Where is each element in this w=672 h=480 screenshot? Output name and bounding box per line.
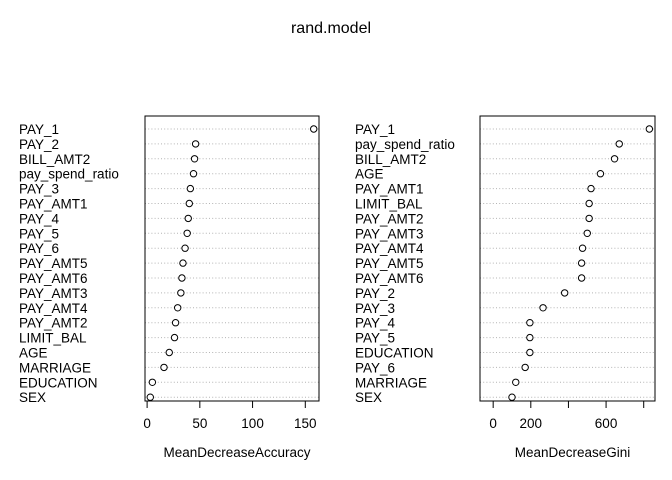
x-tick-label: 200 <box>520 416 543 431</box>
x-tick-label: 0 <box>143 416 151 431</box>
row-label: PAY_AMT1 <box>355 182 424 197</box>
data-point <box>587 184 595 193</box>
data-point <box>512 378 520 386</box>
data-point <box>165 348 173 357</box>
data-point <box>526 348 534 357</box>
data-point <box>184 214 192 223</box>
data-point <box>191 140 200 148</box>
data-point <box>181 244 189 252</box>
data-point <box>577 274 586 282</box>
row-label: PAY_AMT1 <box>19 197 88 212</box>
row-label: PAY_6 <box>355 360 395 375</box>
data-point <box>310 125 318 133</box>
data-point <box>189 170 198 178</box>
row-label: MARRIAGE <box>355 375 427 390</box>
panel-mean-decrease-accuracy: PAY_1PAY_2BILL_AMT2pay_spend_ratioPAY_3P… <box>19 115 320 460</box>
data-point <box>146 393 154 401</box>
data-point <box>615 140 623 148</box>
data-point <box>560 289 569 297</box>
data-point <box>183 229 191 238</box>
data-point <box>170 333 179 342</box>
row-label: EDUCATION <box>19 375 98 390</box>
data-point <box>171 319 180 327</box>
panel-mean-decrease-gini: PAY_1pay_spend_ratioBILL_AMT2AGEPAY_AMT1… <box>355 115 656 460</box>
row-label: AGE <box>19 346 48 361</box>
data-point <box>583 229 591 238</box>
data-point <box>190 155 199 163</box>
row-label: PAY_2 <box>355 286 395 301</box>
data-point <box>577 259 586 267</box>
row-label: LIMIT_BAL <box>355 197 423 212</box>
data-point <box>596 170 605 178</box>
row-label: MARRIAGE <box>19 360 91 375</box>
row-label: PAY_4 <box>19 211 60 226</box>
row-label: EDUCATION <box>355 346 434 361</box>
x-tick-label: 150 <box>294 416 317 431</box>
row-label: PAY_1 <box>355 122 395 137</box>
row-label: PAY_AMT5 <box>19 256 88 271</box>
row-label: PAY_AMT2 <box>19 316 88 331</box>
row-label: PAY_AMT6 <box>19 271 88 286</box>
data-point <box>178 274 186 282</box>
row-label: PAY_3 <box>355 301 395 316</box>
data-point <box>160 363 168 372</box>
x-axis-label: MeanDecreaseAccuracy <box>163 445 310 460</box>
row-label: BILL_AMT2 <box>355 152 426 167</box>
row-label: PAY_AMT3 <box>19 286 88 301</box>
row-label: LIMIT_BAL <box>19 331 87 346</box>
data-point <box>148 378 157 386</box>
row-label: PAY_AMT6 <box>355 271 424 286</box>
row-label: PAY_AMT4 <box>19 301 88 316</box>
data-point <box>177 289 185 297</box>
row-label: pay_spend_ratio <box>355 137 455 152</box>
row-label: AGE <box>355 167 384 182</box>
data-point <box>508 393 516 401</box>
data-point <box>179 259 187 267</box>
data-point <box>645 125 654 133</box>
row-label: PAY_4 <box>355 316 396 331</box>
data-point <box>585 199 593 208</box>
data-point <box>185 199 193 208</box>
data-point <box>526 319 534 327</box>
data-point <box>521 363 529 372</box>
data-point <box>173 304 182 312</box>
row-label: PAY_1 <box>19 122 59 137</box>
x-axis-label: MeanDecreaseGini <box>515 445 631 460</box>
data-point <box>526 333 534 342</box>
row-label: PAY_3 <box>19 182 59 197</box>
x-tick-label: 100 <box>241 416 264 431</box>
chart-title: rand.model <box>291 20 371 37</box>
row-label: PAY_AMT5 <box>355 256 424 271</box>
row-label: BILL_AMT2 <box>19 152 90 167</box>
row-label: PAY_6 <box>19 241 59 256</box>
data-point <box>186 184 195 193</box>
row-label: PAY_AMT3 <box>355 226 424 241</box>
data-point <box>578 244 587 252</box>
data-point <box>539 304 547 312</box>
row-label: SEX <box>355 390 382 405</box>
x-tick-label: 50 <box>192 416 207 431</box>
row-label: PAY_AMT4 <box>355 241 424 256</box>
row-label: SEX <box>19 390 46 405</box>
data-point <box>610 155 619 163</box>
x-tick-label: 600 <box>595 416 618 431</box>
row-label: PAY_2 <box>19 137 59 152</box>
row-label: pay_spend_ratio <box>19 167 119 182</box>
row-label: PAY_AMT2 <box>355 211 424 226</box>
row-label: PAY_5 <box>355 331 395 346</box>
row-label: PAY_5 <box>19 226 59 241</box>
x-tick-label: 0 <box>489 416 497 431</box>
data-point <box>585 214 593 223</box>
